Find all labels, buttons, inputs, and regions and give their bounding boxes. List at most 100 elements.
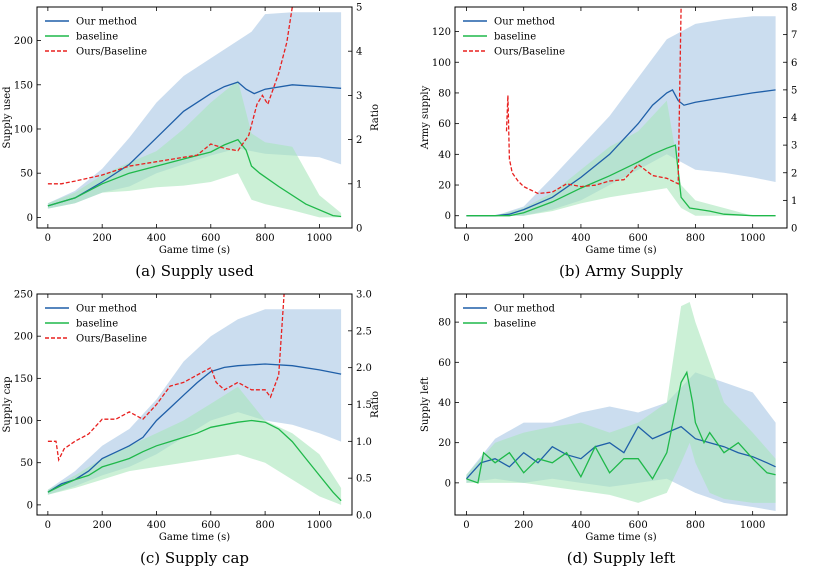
y2-tick-label: 5 [791,85,797,96]
y2-tick-label: 3 [356,91,362,102]
y-tick-label: 40 [438,398,451,409]
x-tick-label: 800 [686,233,705,244]
x-tick-label: 200 [514,233,533,244]
y-tick-label: 80 [438,88,451,99]
series-lines [466,7,776,217]
y2-tick-label: 2 [791,168,797,179]
panel-caption: (c) Supply cap [140,549,249,567]
legend-label: Our method [494,304,555,315]
y-tick-label: 100 [14,124,33,135]
x-tick-label: 1000 [740,233,765,244]
y-tick-label: 0 [445,211,451,222]
y-tick-label: 0 [445,478,451,489]
x-tick-label: 200 [514,520,533,531]
band-0 [47,12,342,209]
x-tick-label: 0 [463,520,469,531]
y-axis-ticks: 0 50 100 150 200 [14,36,41,224]
series-line-1 [47,419,342,502]
band-1 [47,386,342,505]
legend: Our method baseline Ours/Baseline [45,17,147,58]
x-tick-label: 0 [463,233,469,244]
series-lines [465,370,776,484]
y-tick-label: 80 [438,318,451,329]
x-tick-label: 200 [93,233,112,244]
x-axis-label: Game time (s) [585,245,656,256]
y-axis-label: Army supply [420,85,431,150]
y-tick-label: 100 [432,58,451,69]
y2-tick-label: 0.0 [356,511,372,522]
panel-supply-used: 0 200 400 600 800 1000 0 50 100 150 200 0 1 2 3 4 5 Ga… [2,3,381,281]
plot-frame [36,6,353,229]
y2-axis-label: Ratio [370,104,381,131]
y2-tick-label: 4 [356,47,362,58]
x-tick-label: 600 [629,520,648,531]
series-line-0 [47,81,342,207]
y-axis-ticks: 0 20 40 60 80 [438,318,787,489]
series-lines [47,294,342,502]
series-lines [47,7,342,218]
x-tick-label: 0 [45,520,51,531]
y2-tick-label: 0.5 [356,474,372,485]
y-tick-label: 200 [14,36,33,47]
series-line-0 [466,89,776,217]
legend-label: Our method [76,304,137,315]
x-tick-label: 1000 [307,520,332,531]
legend-label: Ours/Baseline [76,334,147,345]
y-tick-label: 20 [438,438,451,449]
panel-supply-cap: 0 200 400 600 800 1000 0 50 100 150 200 250 0.0 0.5… [2,290,381,568]
x-tick-label: 1000 [740,520,765,531]
x-axis-ticks: 0 200 400 600 800 1000 [45,294,332,531]
y2-tick-label: 3.0 [356,290,372,301]
x-axis-label: Game time (s) [585,532,656,543]
series-line-1 [466,370,776,484]
y-tick-label: 120 [432,27,451,38]
band-0 [47,309,342,495]
y-axis-label: Supply used [2,86,13,149]
y-tick-label: 250 [14,290,33,301]
series-line-1 [466,144,776,217]
y-tick-label: 150 [14,80,33,91]
legend: Our method baseline [463,304,555,330]
x-tick-label: 600 [629,233,648,244]
y-tick-label: 0 [27,213,33,224]
confidence-bands [47,309,342,505]
legend: Our method baseline Ours/Baseline [45,304,147,345]
x-axis-ticks: 0 200 400 600 800 1000 [463,7,765,244]
y-tick-label: 60 [438,358,451,369]
y-tick-label: 60 [438,119,451,130]
x-tick-label: 400 [571,520,590,531]
y2-axis-ticks: 0.0 0.5 1.0 1.5 2.0 2.5 3.0 [348,290,372,522]
series-line-2 [47,7,293,185]
panel-caption: (b) Army Supply [559,262,683,280]
y2-tick-label: 7 [791,30,797,41]
legend-label: Our method [494,17,555,28]
x-axis-label: Game time (s) [159,532,230,543]
y2-tick-label: 3 [791,141,797,152]
confidence-bands [466,16,776,216]
panel-caption: (a) Supply used [135,262,254,280]
y-axis-label: Supply cap [2,376,13,432]
y2-axis-ticks: 0 1 2 3 4 5 [348,3,362,235]
y-axis-ticks: 0 20 40 60 80 100 120 [432,27,459,222]
y2-tick-label: 0 [356,224,362,235]
panel-supply-left: 0 200 400 600 800 1000 0 20 40 60 80 Game time (s… [420,293,788,567]
y2-tick-label: 5 [356,3,362,14]
x-tick-label: 800 [256,520,275,531]
y2-tick-label: 1 [356,179,362,190]
y2-tick-label: 8 [791,3,797,14]
y2-tick-label: 2.5 [356,326,372,337]
x-tick-label: 0 [45,233,51,244]
x-tick-label: 400 [571,233,590,244]
y2-axis-ticks: 0 1 2 3 4 5 6 7 8 [783,3,797,235]
legend: Our method baseline Ours/Baseline [463,17,565,58]
band-1 [47,80,342,218]
confidence-bands [466,302,776,511]
band-1 [466,100,776,216]
confidence-bands [47,12,342,218]
x-tick-label: 800 [256,233,275,244]
y-tick-label: 200 [14,332,33,343]
band-0 [466,16,776,216]
y2-tick-label: 2.0 [356,363,372,374]
y-tick-label: 100 [14,416,33,427]
